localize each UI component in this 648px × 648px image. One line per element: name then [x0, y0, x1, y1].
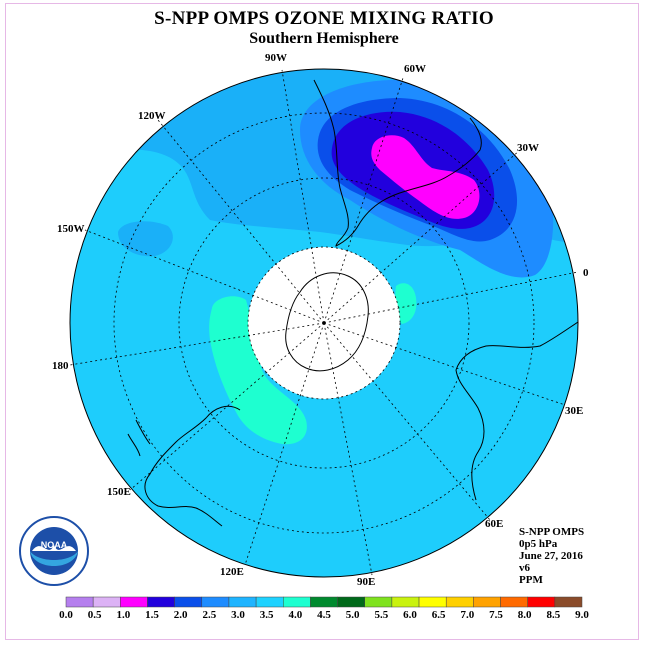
colorbar-swatch: [201, 596, 230, 608]
colorbar-swatch: [255, 596, 284, 608]
colorbar-swatch: [554, 596, 583, 608]
colorbar-tick-label: 2.5: [202, 609, 217, 621]
map-border: [69, 68, 579, 578]
field-3p0-blob: [118, 221, 173, 257]
south-america-coast: [313, 79, 482, 247]
new-zealand: [127, 419, 151, 457]
map-title: S-NPP OMPS OZONE MIXING RATIO: [154, 8, 494, 29]
label-0: 0: [583, 267, 589, 279]
colorbar-tick-label: 2.0: [173, 609, 188, 621]
colorbar-tick-label: 8.0: [517, 609, 532, 621]
label-120e: 120E: [220, 566, 244, 578]
label-120w: 120W: [138, 110, 166, 122]
label-60e: 60E: [485, 518, 504, 530]
figure-frame: [5, 3, 639, 640]
colorbar-tick-label: 8.5: [546, 609, 561, 621]
colorbar-tick-label: 3.5: [259, 609, 274, 621]
label-60w: 60W: [404, 63, 426, 75]
colorbar-tick-label: 3.0: [231, 609, 245, 621]
noaa-logo-text: NOAA: [41, 540, 68, 550]
label-150e: 150E: [107, 486, 131, 498]
colorbar-swatch: [473, 596, 501, 608]
colorbar: [65, 596, 583, 608]
field-1p0: [371, 135, 480, 219]
info-date: June 27, 2016: [519, 550, 583, 562]
colorbar-swatch: [391, 596, 420, 608]
colorbar-tick-label: 1.5: [145, 609, 159, 621]
colorbar-tick-label: 6.0: [403, 609, 417, 621]
colorbar-tick-label: 5.5: [374, 609, 389, 621]
info-units: PPM: [519, 574, 543, 586]
colorbar-swatch: [500, 596, 528, 608]
colorbar-swatch: [527, 596, 556, 608]
colorbar-swatch: [65, 596, 94, 608]
colorbar-tick-label: 7.5: [489, 609, 503, 621]
colorbar-swatch: [310, 596, 338, 608]
colorbar-tick-label: 6.5: [431, 609, 446, 621]
graticule: [69, 69, 579, 576]
label-150w: 150W: [57, 223, 85, 235]
colorbar-swatch: [445, 596, 474, 608]
noaa-logo: NOAA: [19, 516, 89, 586]
colorbar-tick-label: 7.0: [460, 609, 475, 621]
colorbar-tick-label: 0.5: [87, 609, 102, 621]
map-subtitle: Southern Hemisphere: [249, 30, 399, 47]
colorbar-tick-label: 5.0: [345, 609, 360, 621]
antarctica-outline: [285, 272, 369, 372]
info-pressure: 0p5 hPa: [519, 538, 558, 550]
colorbar-swatch: [364, 596, 393, 608]
label-30w: 30W: [517, 142, 539, 154]
colorbar-tick-label: 0.0: [59, 609, 73, 621]
field-4p0-east: [395, 283, 417, 324]
colorbar-swatch: [147, 596, 175, 608]
australia-coast: [144, 405, 241, 527]
colorbar-swatch: [283, 596, 311, 608]
colorbar-tick-label: 1.0: [116, 609, 131, 621]
info-version: v6: [519, 562, 530, 574]
colorbar-swatch: [120, 596, 148, 608]
colorbar-tick-label: 9.0: [575, 609, 589, 621]
africa-coast: [455, 321, 578, 501]
colorbar-swatch: [228, 596, 257, 608]
label-180: 180: [52, 360, 69, 372]
colorbar-swatch: [418, 596, 447, 608]
info-instrument: S-NPP OMPS: [519, 526, 585, 538]
colorbar-swatch: [174, 596, 203, 608]
colorbar-swatch: [92, 596, 121, 608]
colorbar-tick-label: 4.0: [288, 609, 303, 621]
colorbar-swatch: [337, 596, 365, 608]
label-30e: 30E: [565, 405, 584, 417]
label-90e: 90E: [357, 576, 376, 588]
colorbar-tick-label: 4.5: [317, 609, 331, 621]
label-90w: 90W: [265, 52, 287, 64]
